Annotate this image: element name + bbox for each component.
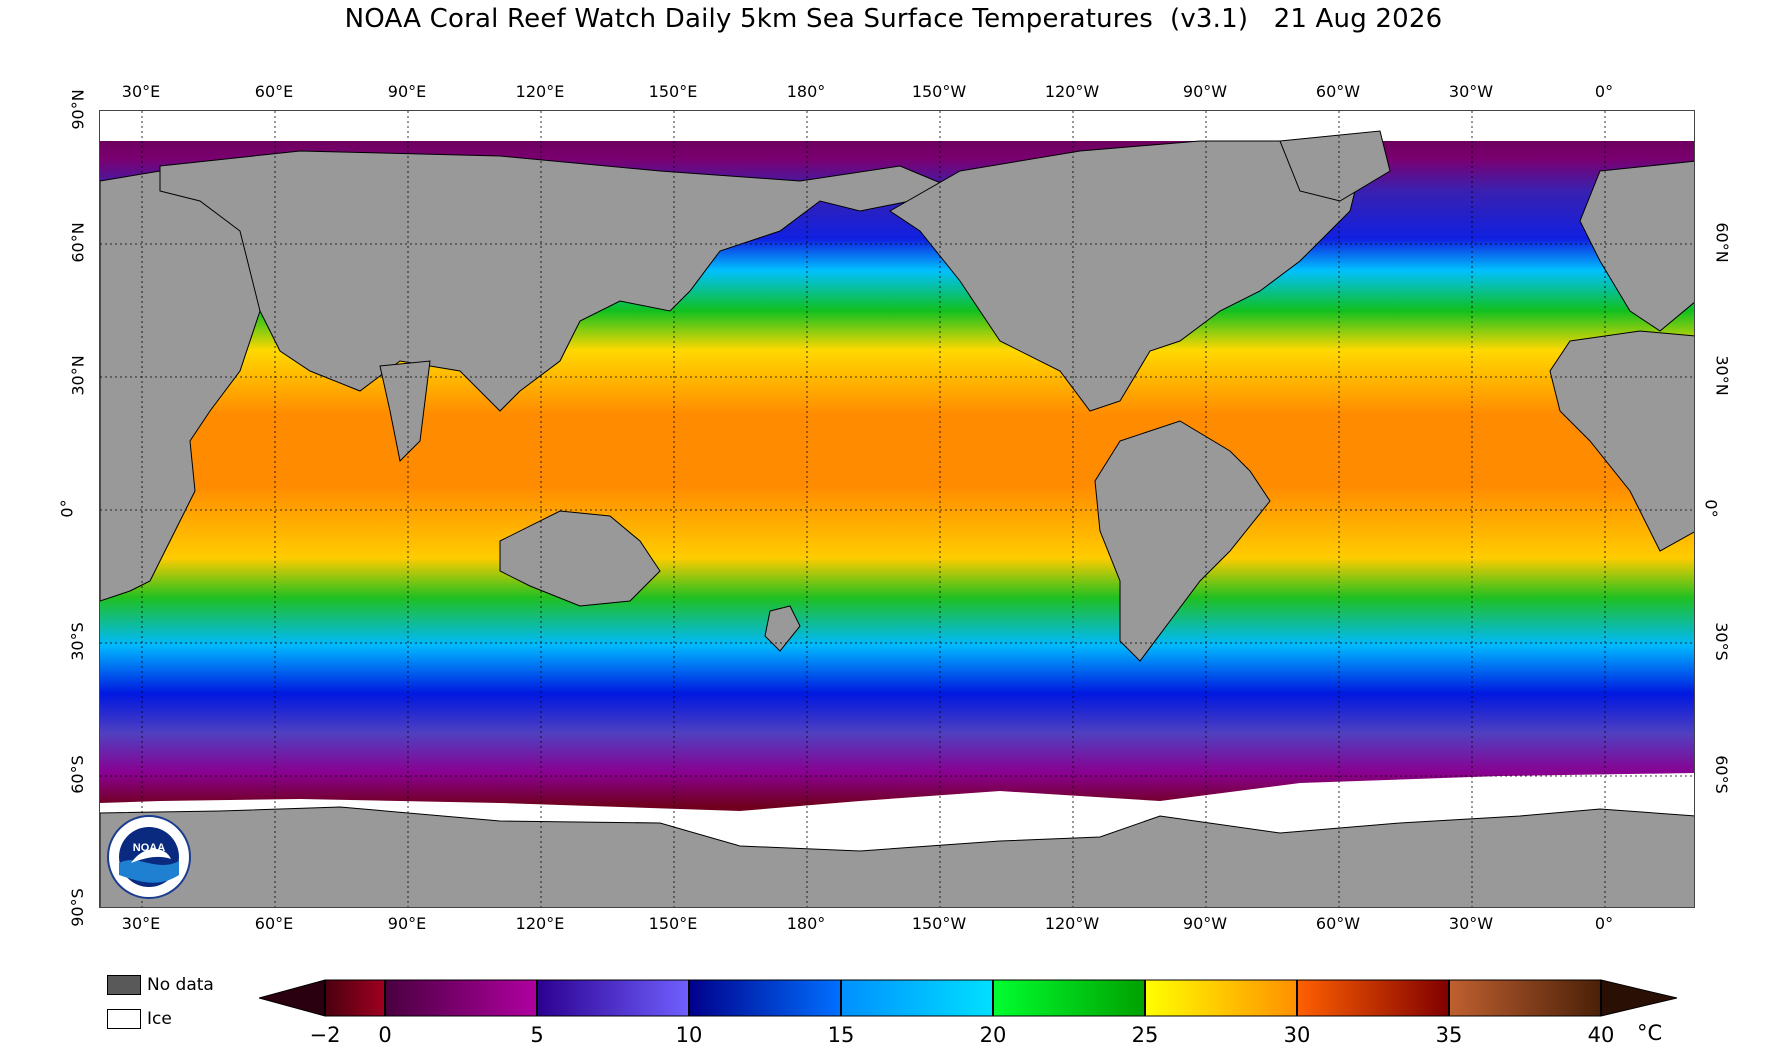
antarctica-land: [100, 806, 1694, 907]
colorbar-tick-9: 40: [1587, 1023, 1615, 1047]
noaa-logo-text: NOAA: [133, 842, 165, 854]
lon-bottom-label-3: 120°E: [515, 914, 565, 933]
colorbar-seg-0-5: [385, 980, 537, 1016]
lon-top-label-0: 30°E: [121, 82, 161, 101]
no-data-label: No data: [147, 975, 214, 995]
lon-top-label-1: 60°E: [254, 82, 294, 101]
lon-bottom-label-5: 180°: [786, 914, 826, 933]
sst-map: [99, 110, 1695, 908]
colorbar-seg-10-15: [689, 980, 841, 1016]
colorbar-tick-3: 10: [675, 1023, 703, 1047]
lon-bottom-label-11: 0°: [1594, 914, 1614, 933]
new-zealand-land: [764, 605, 801, 652]
ice-label: Ice: [147, 1009, 172, 1029]
colorbar-seg-15-20: [841, 980, 993, 1016]
colorbar-tick-1: 0: [378, 1023, 392, 1047]
colorbar-seg-35-40: [1449, 980, 1601, 1016]
colorbar-tick-2: 5: [530, 1023, 544, 1047]
lon-top-label-7: 120°W: [1044, 82, 1100, 101]
lat-right-label-5: 60°S: [1711, 755, 1731, 794]
ice-swatch: [107, 1009, 141, 1029]
lon-top-label-11: 0°: [1594, 82, 1614, 101]
colorbar-seg-30-35: [1297, 980, 1449, 1016]
colorbar-seg-m2-0: [325, 980, 385, 1016]
lat-right-label-2: 30°N: [1712, 355, 1732, 396]
greenland-land: [1279, 130, 1391, 202]
lon-bottom-label-6: 150°W: [911, 914, 967, 933]
lat-left-label-0: 90°N: [68, 89, 88, 130]
colorbar-hot-extension: [1600, 979, 1678, 1017]
colorbar-border: [324, 979, 1602, 1017]
legend-box: No data Ice: [107, 972, 214, 1040]
lon-top-label-8: 90°W: [1182, 82, 1228, 101]
lat-left-label-2: 30°N: [68, 355, 88, 396]
lon-bottom-label-1: 60°E: [254, 914, 294, 933]
lat-left-label-5: 60°S: [67, 755, 87, 794]
lon-top-label-3: 120°E: [515, 82, 565, 101]
lon-bottom-label-9: 60°W: [1315, 914, 1361, 933]
south-america-land: [1094, 420, 1271, 662]
lat-left-label-1: 60°N: [68, 222, 88, 263]
lat-right-label-4: 30°S: [1711, 622, 1731, 661]
colorbar-seg-5-10: [537, 980, 689, 1016]
lon-top-label-4: 150°E: [648, 82, 698, 101]
colorbar-tick-6: 25: [1131, 1023, 1159, 1047]
page-title: NOAA Coral Reef Watch Daily 5km Sea Surf…: [344, 4, 1443, 34]
europe-land: [1579, 160, 1694, 332]
lon-top-label-5: 180°: [786, 82, 826, 101]
lon-top-label-2: 90°E: [387, 82, 427, 101]
colorbar-tick-0: −2: [309, 1023, 341, 1047]
sst-map-svg: [100, 111, 1694, 907]
colorbar-tick-7: 30: [1283, 1023, 1311, 1047]
colorbar-seg-25-30: [1145, 980, 1297, 1016]
colorbar-cold-extension: [259, 979, 326, 1017]
colorbar-unit: °C: [1637, 1021, 1663, 1045]
colorbar-tick-8: 35: [1435, 1023, 1463, 1047]
colorbar-seg-20-25: [993, 980, 1145, 1016]
colorbar-tick-4: 15: [827, 1023, 855, 1047]
lat-left-label-4: 30°S: [67, 622, 87, 661]
lon-bottom-label-8: 90°W: [1182, 914, 1228, 933]
graticule: [100, 111, 1694, 907]
india-land: [379, 360, 431, 463]
west-africa-land: [1549, 330, 1694, 552]
lat-left-label-3: 0°: [57, 499, 77, 518]
legend-no-data: No data: [107, 972, 214, 998]
lat-right-label-1: 60°N: [1712, 222, 1732, 263]
asia-land: [159, 150, 962, 412]
arctic-ice: [100, 111, 1694, 141]
lon-top-label-9: 60°W: [1315, 82, 1361, 101]
lon-bottom-label-4: 150°E: [648, 914, 698, 933]
lat-left-label-6: 90°S: [67, 888, 87, 927]
colorbar: [259, 979, 1678, 1017]
australia-land: [499, 510, 661, 607]
lon-bottom-label-10: 30°W: [1448, 914, 1494, 933]
lon-bottom-label-0: 30°E: [121, 914, 161, 933]
lat-right-label-3: 0°: [1701, 499, 1721, 518]
no-data-swatch: [107, 975, 141, 995]
colorbar-tick-5: 20: [979, 1023, 1007, 1047]
legend-ice: Ice: [107, 1006, 214, 1032]
lon-top-label-10: 30°W: [1448, 82, 1494, 101]
lon-top-label-6: 150°W: [911, 82, 967, 101]
lon-bottom-label-7: 120°W: [1044, 914, 1100, 933]
lon-bottom-label-2: 90°E: [387, 914, 427, 933]
noaa-logo: NOAA: [107, 815, 191, 899]
